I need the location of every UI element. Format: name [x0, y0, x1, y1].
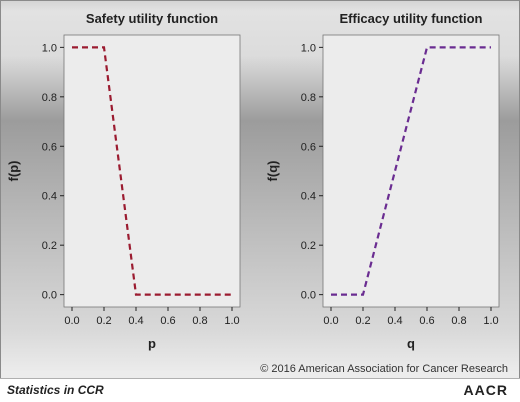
efficacy-series-line	[331, 46, 491, 296]
safety-x-tick-label: 0.6	[160, 315, 175, 327]
efficacy-y-tick-label: 0.4	[301, 191, 316, 203]
efficacy-plot-area	[322, 34, 500, 308]
safety-y-axis-label: f(p)	[6, 161, 21, 182]
efficacy-y-axis-label: f(q)	[265, 161, 280, 182]
efficacy-y-tick-label: 0.2	[301, 240, 316, 252]
safety-y-tick-label: 0.2	[42, 240, 57, 252]
efficacy-y-tick-label: 0.8	[301, 92, 316, 104]
charts-canvas: Safety utility function 0.0 0.2 0.4 0.6 0.8 1.…	[6, 11, 500, 351]
footer-bar: Statistics in CCR AACR	[0, 378, 520, 402]
efficacy-x-axis-label: q	[407, 336, 415, 351]
efficacy-x-tick-label: 0.6	[419, 315, 434, 327]
safety-y-tick-label: 1.0	[42, 42, 57, 54]
efficacy-y-tick-label: 0.6	[301, 141, 316, 153]
efficacy-x-tick-label: 0.8	[451, 315, 466, 327]
efficacy-y-tick-label: 1.0	[301, 42, 316, 54]
safety-series-line	[72, 46, 232, 296]
efficacy-y-tick-label: 0.0	[301, 290, 316, 302]
footer-series-label: Statistics in CCR	[7, 383, 104, 397]
efficacy-x-tick-label: 0.0	[323, 315, 338, 327]
safety-x-tick-label: 0.4	[128, 315, 143, 327]
safety-y-tick-label: 0.6	[42, 141, 57, 153]
copyright-notice: © 2016 American Association for Cancer R…	[260, 363, 508, 375]
safety-y-tick-label: 0.4	[42, 191, 57, 203]
efficacy-chart-title: Efficacy utility function	[339, 11, 482, 26]
safety-x-axis-label: p	[148, 336, 156, 351]
efficacy-x-tick-label: 0.4	[387, 315, 402, 327]
safety-plot-area	[63, 34, 241, 308]
safety-y-tick-label: 0.8	[42, 92, 57, 104]
safety-x-tick-label: 0.0	[64, 315, 79, 327]
safety-x-tick-label: 1.0	[224, 315, 239, 327]
aacr-logo: AACR	[463, 382, 508, 398]
safety-x-tick-label: 0.2	[96, 315, 111, 327]
safety-chart-title: Safety utility function	[86, 11, 218, 26]
safety-y-tick-label: 0.0	[42, 290, 57, 302]
efficacy-x-tick-label: 1.0	[483, 315, 498, 327]
safety-x-tick-label: 0.8	[192, 315, 207, 327]
efficacy-x-tick-label: 0.2	[355, 315, 370, 327]
